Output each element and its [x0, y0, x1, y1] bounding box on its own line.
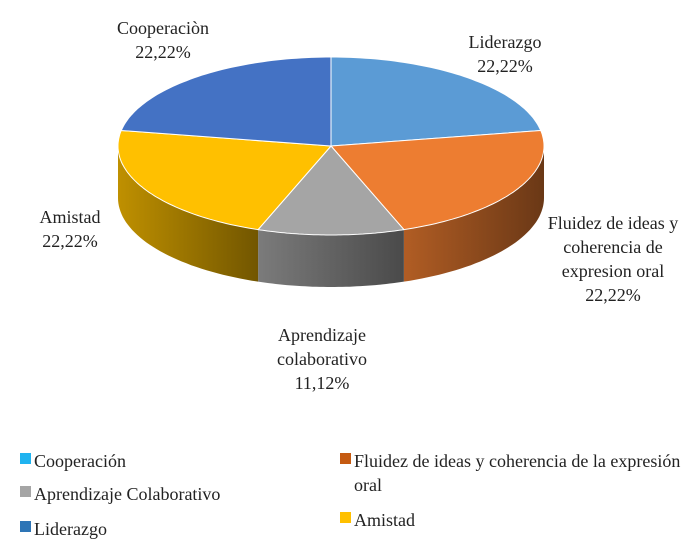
slice-name: Liderazgo	[468, 32, 542, 52]
slice	[117, 129, 333, 231]
slice	[257, 145, 405, 236]
legend-label: Fluidez de ideas y coherencia de la expr…	[354, 451, 681, 495]
slice	[329, 129, 545, 231]
data-label: Aprendizaje colaborativo 11,12%	[252, 323, 392, 395]
legend-label: Amistad	[354, 510, 415, 530]
legend-entry: Liderazgo	[34, 517, 334, 541]
legend-swatch	[20, 521, 31, 532]
slice-name: Cooperaciòn	[117, 18, 209, 38]
slice-side	[403, 146, 544, 282]
slice-value: 22,22%	[135, 42, 191, 62]
slice-name: Aprendizaje colaborativo	[277, 325, 367, 369]
slice-value: 22,22%	[42, 231, 98, 251]
slice-value: 22,22%	[477, 56, 533, 76]
legend-swatch	[20, 486, 31, 497]
legend-label: Aprendizaje Colaborativo	[34, 484, 221, 504]
legend-label: Cooperación	[34, 451, 126, 471]
slice-side	[258, 229, 404, 287]
slice-name: Amistad	[39, 207, 101, 227]
slice	[120, 56, 332, 147]
slice-side	[118, 146, 259, 282]
slice	[330, 56, 542, 147]
legend-entry: Fluidez de ideas y coherencia de la expr…	[354, 449, 684, 497]
data-label: Fluidez de ideas y coherencia de expresi…	[540, 211, 684, 307]
legend-swatch	[20, 453, 31, 464]
data-label: Amistad 22,22%	[0, 205, 140, 253]
legend-entry: Amistad	[354, 508, 654, 532]
legend-swatch	[340, 453, 351, 464]
legend-swatch	[340, 512, 351, 523]
legend-entry: Cooperación	[34, 449, 334, 473]
data-label: Cooperaciòn 22,22%	[93, 16, 233, 64]
slice-value: 11,12%	[294, 373, 350, 393]
data-label: Liderazgo 22,22%	[440, 30, 570, 78]
slice-name: Fluidez de ideas y coherencia de expresi…	[547, 213, 679, 281]
legend-label: Liderazgo	[34, 519, 107, 539]
slice-value: 22,22%	[585, 285, 641, 305]
legend-entry: Aprendizaje Colaborativo	[34, 482, 334, 506]
